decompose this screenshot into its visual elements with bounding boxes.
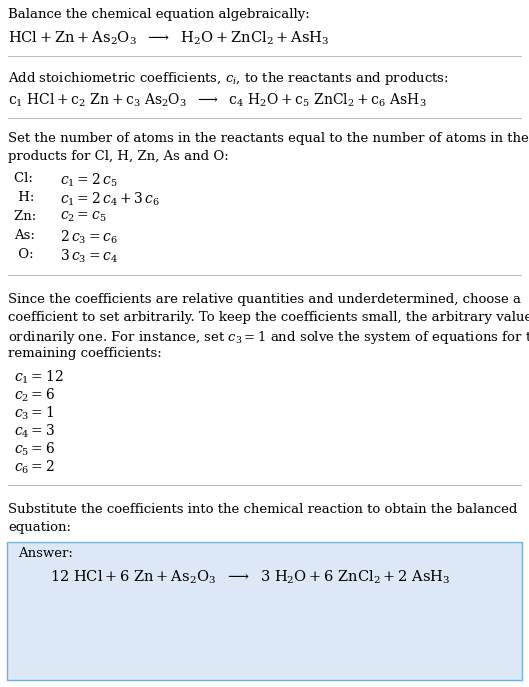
- Text: $\mathrm{HCl + Zn + As_2O_3 \ \ \longrightarrow \ \ H_2O + ZnCl_2 + AsH_3}$: $\mathrm{HCl + Zn + As_2O_3 \ \ \longrig…: [8, 30, 330, 47]
- Text: $2\,c_3 = c_6$: $2\,c_3 = c_6$: [60, 229, 117, 247]
- Text: Zn:: Zn:: [14, 210, 41, 223]
- Text: ordinarily one. For instance, set $c_3 = 1$ and solve the system of equations fo: ordinarily one. For instance, set $c_3 =…: [8, 329, 529, 346]
- Text: products for Cl, H, Zn, As and O:: products for Cl, H, Zn, As and O:: [8, 150, 229, 163]
- Text: $c_5 = 6$: $c_5 = 6$: [14, 441, 55, 458]
- Text: $c_1 = 12$: $c_1 = 12$: [14, 369, 63, 386]
- Text: $c_6 = 2$: $c_6 = 2$: [14, 459, 54, 476]
- Text: Substitute the coefficients into the chemical reaction to obtain the balanced: Substitute the coefficients into the che…: [8, 503, 517, 516]
- Text: Balance the chemical equation algebraically:: Balance the chemical equation algebraica…: [8, 8, 310, 21]
- Text: equation:: equation:: [8, 521, 71, 534]
- Text: $c_1 = 2\,c_4 + 3\,c_6$: $c_1 = 2\,c_4 + 3\,c_6$: [60, 191, 160, 208]
- Text: coefficient to set arbitrarily. To keep the coefficients small, the arbitrary va: coefficient to set arbitrarily. To keep …: [8, 311, 529, 324]
- Text: $c_3 = 1$: $c_3 = 1$: [14, 405, 54, 423]
- Text: Since the coefficients are relative quantities and underdetermined, choose a: Since the coefficients are relative quan…: [8, 293, 521, 306]
- Text: Answer:: Answer:: [18, 547, 73, 560]
- Text: Set the number of atoms in the reactants equal to the number of atoms in the: Set the number of atoms in the reactants…: [8, 132, 529, 145]
- Text: $c_2 = 6$: $c_2 = 6$: [14, 387, 55, 405]
- Text: H:: H:: [14, 191, 39, 204]
- Text: $\mathrm{c_1\ HCl + c_2\ Zn + c_3\ As_2O_3 \ \ \longrightarrow \ \ c_4\ H_2O + c: $\mathrm{c_1\ HCl + c_2\ Zn + c_3\ As_2O…: [8, 92, 426, 109]
- Text: O:: O:: [14, 248, 38, 261]
- FancyBboxPatch shape: [7, 542, 522, 680]
- Text: $3\,c_3 = c_4$: $3\,c_3 = c_4$: [60, 248, 118, 265]
- Text: As:: As:: [14, 229, 39, 242]
- Text: $c_1 = 2\,c_5$: $c_1 = 2\,c_5$: [60, 172, 117, 190]
- Text: $c_4 = 3$: $c_4 = 3$: [14, 423, 55, 440]
- Text: remaining coefficients:: remaining coefficients:: [8, 347, 162, 360]
- Text: $\mathrm{12\ HCl + 6\ Zn + As_2O_3 \ \ \longrightarrow \ \ 3\ H_2O + 6\ ZnCl_2 +: $\mathrm{12\ HCl + 6\ Zn + As_2O_3 \ \ \…: [50, 569, 451, 587]
- Text: $c_2 = c_5$: $c_2 = c_5$: [60, 210, 106, 225]
- Text: Cl:: Cl:: [14, 172, 37, 185]
- Text: Add stoichiometric coefficients, $c_i$, to the reactants and products:: Add stoichiometric coefficients, $c_i$, …: [8, 70, 449, 87]
